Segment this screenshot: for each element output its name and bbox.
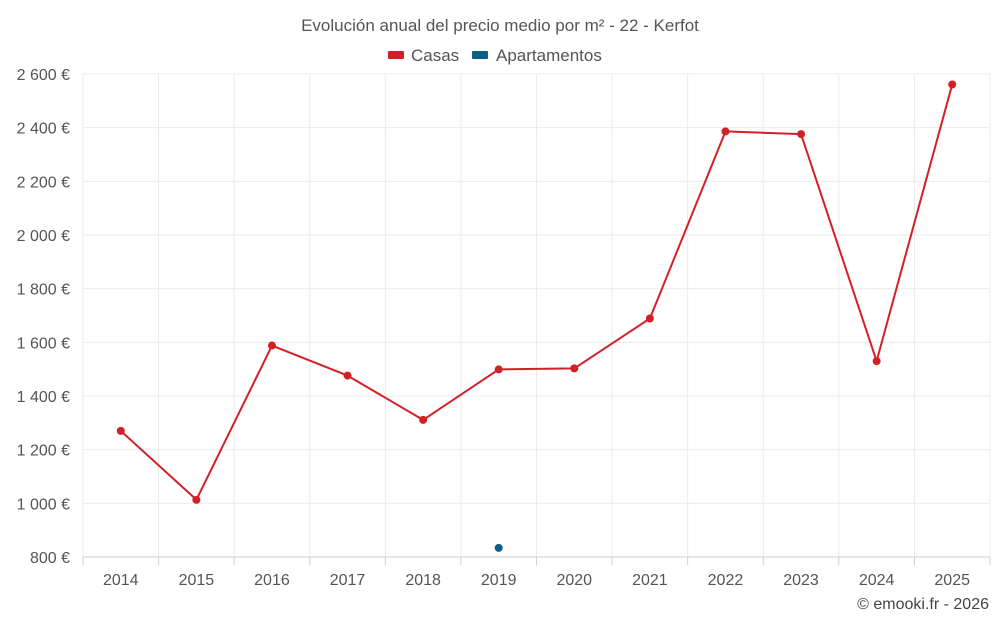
x-tick-label: 2014 [103,572,139,589]
grid [82,73,991,558]
x-tick-label: 2017 [330,572,366,589]
data-point-apartamentos-2019[interactable] [494,543,503,552]
x-tick-label: 2023 [783,572,819,589]
data-point-casas-2024[interactable] [872,357,881,366]
y-tick-label: 2 600 € [17,67,70,84]
legend: Casas Apartamentos [388,46,602,65]
legend-swatch-casas [388,51,404,59]
data-point-casas-2025[interactable] [948,80,957,89]
x-tick-label: 2021 [632,572,668,589]
data-point-casas-2014[interactable] [116,426,125,435]
legend-item-apartamentos[interactable]: Apartamentos [472,46,602,65]
data-point-casas-2017[interactable] [343,371,352,380]
y-tick-label: 2 000 € [17,228,70,245]
chart-title: Evolución anual del precio medio por m² … [301,16,699,35]
legend-swatch-apartamentos [472,51,488,59]
y-tick-label: 1 400 € [17,389,70,406]
data-point-casas-2018[interactable] [419,415,428,424]
data-point-casas-2016[interactable] [267,341,276,350]
y-tick-label: 1 600 € [17,335,70,352]
axes: 800 € 1 000 € 1 200 € 1 400 € 1 600 € 1 800 €… [17,67,991,589]
data-point-casas-2020[interactable] [570,364,579,373]
data-point-casas-2019[interactable] [494,365,503,374]
data-point-casas-2023[interactable] [797,130,806,139]
x-tick-label: 2015 [179,572,215,589]
legend-label-apartamentos: Apartamentos [496,46,602,65]
credit-text: © emooki.fr - 2026 [857,596,989,613]
x-tick-label: 2019 [481,572,517,589]
x-tick-label: 2024 [859,572,895,589]
series-line-casas [120,84,954,501]
legend-label-casas: Casas [411,46,459,65]
x-tick-label: 2018 [405,572,441,589]
legend-item-casas[interactable]: Casas [388,46,459,65]
data-point-casas-2021[interactable] [645,314,654,323]
x-tick-label: 2020 [556,572,592,589]
y-tick-label: 1 000 € [17,496,70,513]
data-point-casas-2015[interactable] [192,495,201,504]
x-tick-label: 2022 [708,572,744,589]
y-tick-label: 800 € [30,550,70,567]
y-tick-label: 2 200 € [17,174,70,191]
data-point-casas-2022[interactable] [721,127,730,136]
series [116,80,957,552]
x-tick-label: 2025 [934,572,970,589]
y-tick-label: 1 200 € [17,443,70,460]
y-tick-label: 2 400 € [17,121,70,138]
y-tick-label: 1 800 € [17,282,70,299]
x-tick-label: 2016 [254,572,290,589]
